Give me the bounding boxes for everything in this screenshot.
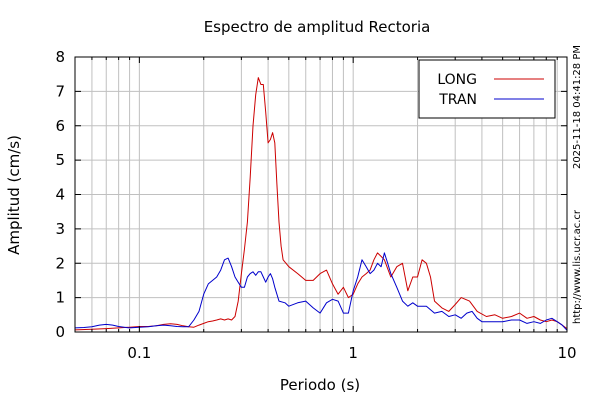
y-tick-label: 4	[55, 186, 65, 204]
series-line-tran	[74, 252, 568, 331]
x-tick-label: 10	[557, 344, 576, 362]
timestamp-label: 2025-11-18 04:41:28 PM	[572, 45, 583, 169]
y-tick-label: 1	[55, 289, 65, 307]
y-tick-label: 3	[55, 220, 65, 238]
legend: LONG TRAN	[418, 59, 556, 119]
y-tick-label: 6	[55, 117, 65, 135]
x-axis-label: Periodo (s)	[280, 376, 360, 394]
y-tick-label: 2	[55, 254, 65, 272]
grid	[74, 56, 567, 333]
chart-title: Espectro de amplitud Rectoria	[204, 18, 431, 36]
source-url-label: http://www.lis.ucr.ac.cr	[572, 209, 583, 324]
x-tick-label: 1	[348, 344, 358, 362]
y-tick-label: 5	[55, 151, 65, 169]
y-tick-label: 0	[55, 323, 65, 341]
legend-box	[418, 59, 556, 119]
legend-label-long: LONG	[437, 72, 477, 88]
y-axis-label: Amplitud (cm/s)	[5, 135, 23, 255]
x-tick-label: 0.1	[127, 344, 151, 362]
y-tick-label: 7	[55, 82, 65, 100]
legend-label-tran: TRAN	[438, 92, 477, 108]
axis-ticks: 0 1 2 3 4 5 6 7 8 0.1 1 10	[55, 48, 576, 362]
series-lines	[74, 77, 568, 331]
y-tick-label: 8	[55, 48, 65, 66]
series-line-long	[74, 77, 568, 331]
